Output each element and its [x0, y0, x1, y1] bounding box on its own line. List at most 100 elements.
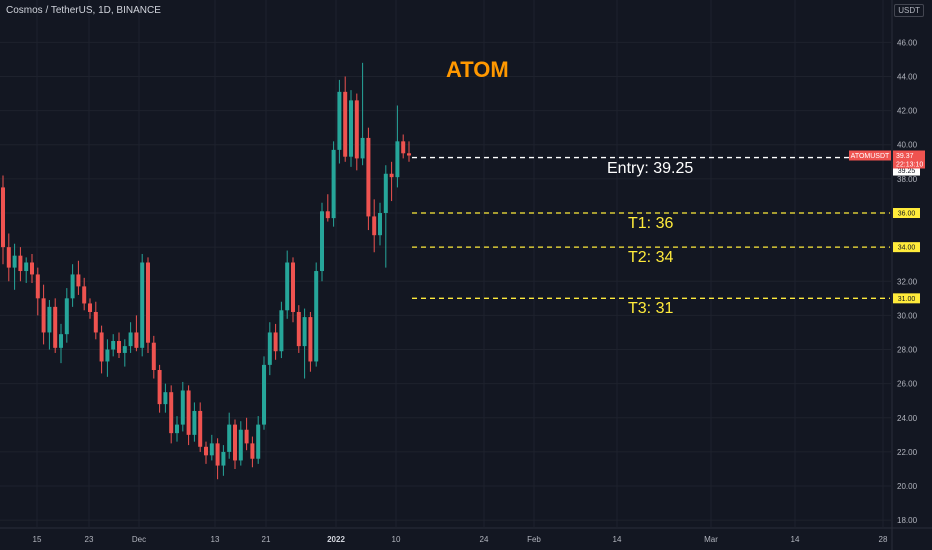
time-tick-label: 15	[33, 535, 42, 544]
price-tick-label: 42.00	[897, 107, 918, 116]
candle	[128, 322, 133, 353]
target-1-label: T1: 36	[628, 215, 674, 232]
price-tick-label: 44.00	[897, 72, 918, 81]
price-tick-label: 26.00	[897, 380, 918, 389]
time-tick-label: Dec	[132, 535, 146, 544]
candle-body	[349, 100, 353, 157]
candle	[395, 105, 400, 188]
candle-body	[204, 446, 208, 456]
candle	[105, 339, 110, 377]
price-axis-badge	[893, 293, 920, 304]
candle	[64, 288, 69, 343]
candle	[209, 434, 214, 461]
time-tick-label: 2022	[327, 535, 345, 544]
candle-body	[128, 332, 133, 347]
candle-body	[395, 141, 400, 178]
candle-body	[302, 317, 307, 347]
target-3-label: T3: 31	[628, 300, 674, 318]
time-tick-label: 28	[879, 535, 888, 544]
candle	[349, 90, 353, 167]
candle-body	[279, 310, 284, 352]
candle	[122, 339, 127, 367]
price-tick-label: 40.00	[897, 141, 918, 150]
candle-body	[221, 451, 226, 466]
candle-body	[192, 410, 197, 435]
price-tick-label: 32.00	[897, 277, 918, 286]
candle-body	[401, 141, 406, 154]
candle-body	[41, 298, 46, 333]
symbol-info: Cosmos / TetherUS, 1D, BINANCE	[6, 5, 161, 16]
candle-body	[82, 286, 87, 304]
candle	[6, 233, 11, 282]
candle-body	[244, 429, 249, 444]
currency-button[interactable]: USDT	[894, 4, 924, 17]
last-price-badge	[893, 150, 925, 169]
candle-body	[64, 298, 69, 335]
candle	[35, 267, 40, 316]
candle-body	[267, 332, 272, 365]
candle	[267, 322, 272, 376]
price-tick-label: 38.00	[897, 175, 918, 184]
candle	[262, 356, 266, 430]
price-tick-label: 46.00	[897, 38, 918, 47]
candle-body	[273, 332, 278, 352]
candle	[221, 445, 226, 476]
candle	[279, 301, 284, 359]
candle	[389, 161, 394, 202]
candle-body	[227, 424, 232, 452]
candle-body	[186, 390, 191, 435]
candle-body	[372, 216, 377, 236]
candle	[320, 202, 324, 282]
candle	[285, 250, 290, 319]
symbol-badge	[849, 150, 891, 161]
candle	[111, 334, 116, 357]
candle-body	[122, 346, 127, 353]
candle-body	[337, 91, 342, 150]
candle-body	[354, 100, 359, 159]
candle	[233, 419, 237, 469]
candle-body	[1, 187, 5, 248]
candle	[146, 257, 150, 353]
candle-body	[378, 213, 382, 236]
candle	[140, 253, 145, 357]
candle-body	[134, 332, 139, 348]
candle	[186, 385, 191, 446]
price-tick-label: 28.00	[897, 346, 918, 355]
candle-body	[157, 370, 162, 405]
candle-body	[215, 443, 220, 466]
price-axis-badge-label: 34.00	[898, 245, 916, 252]
candle	[198, 402, 203, 452]
candle-body	[366, 137, 371, 217]
candle	[343, 76, 348, 162]
candle-body	[180, 390, 185, 425]
candle	[308, 311, 313, 372]
candle	[314, 262, 319, 367]
price-tick-label: 20.00	[897, 482, 918, 491]
candle	[117, 332, 121, 359]
candle-body	[76, 274, 81, 287]
candle-body	[93, 311, 98, 333]
candle-body	[151, 342, 156, 371]
candle-body	[99, 332, 104, 362]
candle-body	[250, 443, 255, 459]
candle-body	[12, 255, 17, 268]
candle-body	[291, 262, 295, 312]
price-tick-label: 24.00	[897, 414, 918, 423]
candle-body	[53, 306, 58, 348]
candle	[378, 202, 382, 246]
candle	[325, 194, 330, 222]
candle-body	[6, 247, 11, 268]
candle-body	[47, 306, 52, 333]
price-tick-label: 30.00	[897, 311, 918, 320]
candle-body	[308, 317, 313, 362]
candle	[238, 421, 243, 466]
candle-body	[24, 262, 29, 272]
candle-body	[105, 349, 110, 362]
candle	[30, 253, 34, 283]
candle	[70, 264, 75, 307]
candle	[169, 385, 174, 444]
candle	[53, 298, 58, 353]
candle	[215, 438, 220, 480]
